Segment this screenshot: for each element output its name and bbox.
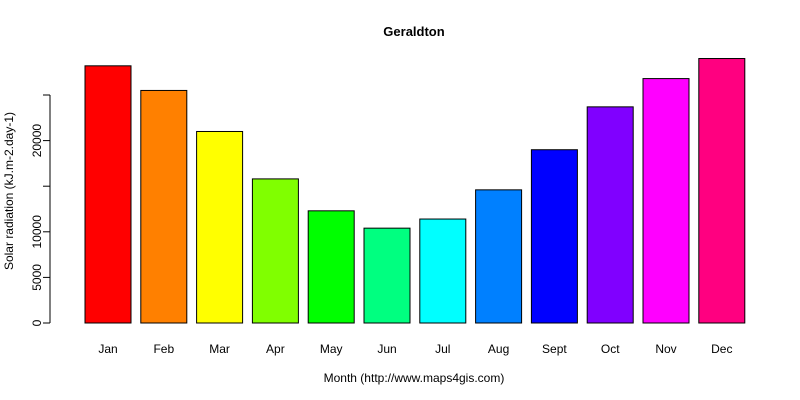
y-tick-label: 10000 (30, 215, 44, 249)
x-tick-label-jun: Jun (377, 342, 396, 356)
bar-dec (698, 58, 746, 324)
x-tick-label-nov: Nov (655, 342, 676, 356)
chart-title: Geraldton (383, 24, 444, 39)
x-axis-label: Month (http://www.maps4gis.com) (324, 371, 505, 385)
bar-mar (196, 130, 244, 324)
bar-may (307, 210, 355, 324)
x-tick-label-apr: Apr (266, 342, 285, 356)
bar-oct (586, 106, 634, 324)
y-axis-label: Solar radiation (kJ.m-2.day-1) (2, 112, 16, 270)
bars (84, 58, 746, 324)
bar-sept (530, 149, 578, 324)
x-tick-label-may: May (320, 342, 343, 356)
bar-jun (363, 227, 411, 324)
y-tick-label: 5000 (30, 264, 44, 291)
bar-jan (84, 65, 132, 324)
bar-apr (251, 178, 299, 324)
y-tick-label: 20000 (30, 124, 44, 158)
x-tick-label-mar: Mar (209, 342, 230, 356)
x-axis-tick-labels: Jan Feb Mar Apr May Jun Jul Aug Sept Oct Nov Dec (98, 342, 732, 356)
bar-aug (475, 189, 523, 324)
x-tick-label-jan: Jan (98, 342, 117, 356)
x-tick-label-oct: Oct (601, 342, 620, 356)
bar-jul (419, 218, 467, 324)
x-tick-label-aug: Aug (488, 342, 509, 356)
x-tick-label-sept: Sept (542, 342, 567, 356)
y-axis-ticks: 0 5000 10000 20000 (30, 94, 50, 326)
y-tick-label: 0 (30, 319, 44, 326)
bar-nov (642, 78, 690, 324)
bar-feb (140, 89, 188, 324)
x-tick-label-feb: Feb (153, 342, 174, 356)
x-tick-label-dec: Dec (711, 342, 732, 356)
x-tick-label-jul: Jul (435, 342, 450, 356)
